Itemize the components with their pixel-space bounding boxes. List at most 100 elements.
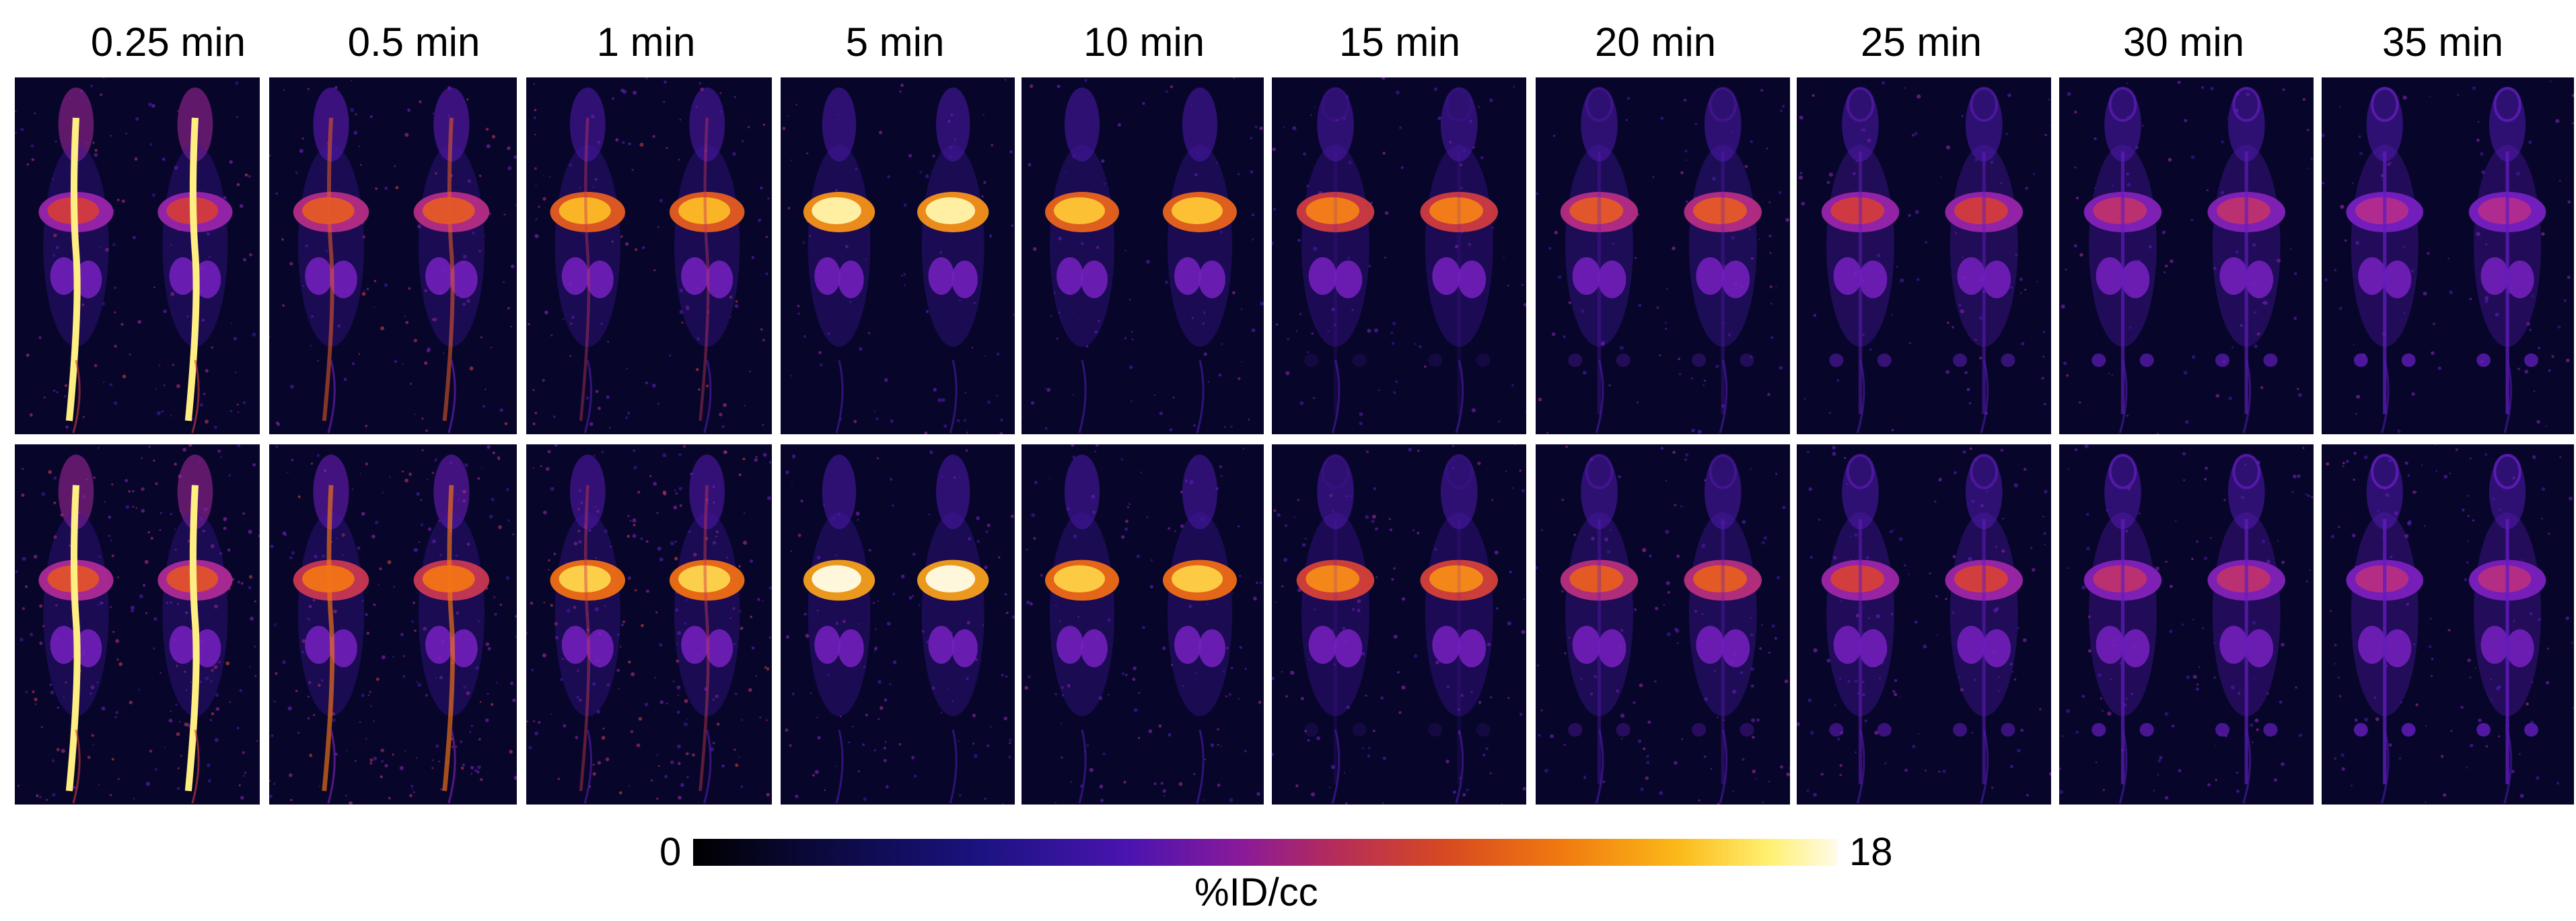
head-region (1704, 88, 1742, 162)
noise-speck (1759, 647, 1762, 650)
noise-speck (443, 352, 445, 354)
noise-speck (55, 140, 57, 143)
noise-speck (30, 144, 34, 147)
noise-speck (982, 623, 985, 626)
noise-speck (698, 388, 701, 391)
noise-speck (151, 104, 155, 108)
noise-speck (180, 755, 182, 757)
noise-speck (2449, 472, 2452, 475)
tail (191, 729, 200, 804)
vessel-streak (579, 117, 591, 421)
noise-speck (466, 691, 470, 695)
noise-speck (366, 287, 369, 291)
noise-speck (1812, 94, 1815, 97)
noise-speck (675, 608, 679, 612)
noise-speck (1375, 576, 1378, 578)
noise-speck (1740, 671, 1744, 674)
noise-speck (345, 749, 348, 752)
noise-speck (632, 518, 637, 523)
noise-speck (2191, 355, 2196, 359)
noise-speck (762, 339, 765, 342)
noise-speck (30, 633, 34, 636)
noise-speck (2032, 172, 2036, 176)
noise-speck (424, 289, 427, 292)
noise-speck (2196, 540, 2198, 543)
noise-speck (762, 600, 764, 602)
noise-speck (1138, 691, 1141, 694)
noise-speck (848, 741, 850, 743)
noise-speck (2170, 584, 2173, 588)
noise-speck (2433, 322, 2435, 325)
noise-speck (1012, 314, 1015, 316)
noise-speck (731, 151, 736, 156)
noise-speck (1507, 621, 1511, 625)
noise-speck (137, 320, 141, 324)
noise-speck (1703, 755, 1707, 758)
noise-speck (858, 623, 860, 625)
noise-speck (1057, 337, 1059, 340)
noise-speck (2309, 570, 2311, 572)
noise-speck (795, 794, 799, 798)
noise-speck (676, 685, 681, 689)
noise-speck (1917, 94, 1921, 99)
noise-speck (1903, 564, 1906, 567)
noise-speck (1942, 770, 1946, 774)
noise-speck (2281, 762, 2285, 766)
noise-speck (2429, 96, 2431, 98)
noise-speck (1004, 592, 1007, 596)
body-region (921, 512, 985, 716)
noise-speck (1958, 677, 1961, 679)
noise-speck (1081, 242, 1084, 246)
noise-speck (480, 467, 482, 469)
noise-speck (2156, 433, 2159, 434)
noise-speck (1254, 125, 1258, 129)
noise-speck (1220, 745, 1222, 747)
noise-speck (1397, 671, 1400, 674)
noise-speck (604, 529, 608, 533)
noise-speck (1704, 697, 1708, 702)
noise-speck (34, 697, 38, 702)
noise-speck (2311, 496, 2314, 498)
noise-speck (2213, 676, 2216, 679)
noise-speck (98, 447, 100, 449)
noise-speck (1524, 303, 1526, 307)
noise-speck (659, 643, 663, 647)
noise-speck (876, 457, 879, 460)
noise-speck (1564, 652, 1567, 654)
noise-speck (890, 419, 894, 423)
noise-speck (563, 724, 567, 728)
organ-lower-left (1696, 625, 1725, 664)
organ-lower-right (1859, 261, 1888, 298)
noise-speck (289, 555, 293, 559)
tail (448, 360, 456, 434)
noise-speck (2266, 692, 2269, 695)
noise-speck (1158, 724, 1162, 728)
noise-speck (379, 567, 382, 571)
noise-speck (53, 233, 57, 238)
noise-speck (676, 710, 680, 714)
organ-lower-right (2505, 261, 2534, 298)
noise-speck (526, 720, 528, 722)
noise-speck (1398, 711, 1402, 714)
skull (2370, 454, 2399, 489)
noise-speck (213, 604, 218, 609)
noise-speck (1799, 171, 1803, 175)
noise-speck (585, 627, 590, 632)
noise-speck (492, 451, 495, 454)
noise-speck (141, 457, 143, 459)
noise-speck (1367, 747, 1371, 750)
noise-speck (1642, 548, 1647, 553)
noise-speck (1964, 371, 1968, 374)
noise-speck (2484, 296, 2489, 300)
noise-speck (2165, 560, 2168, 564)
noise-speck (155, 388, 157, 390)
liver-core (2093, 197, 2147, 224)
noise-speck (765, 236, 768, 238)
noise-speck (550, 487, 554, 491)
noise-speck (2235, 250, 2240, 254)
noise-speck (1333, 663, 1336, 666)
noise-speck (1561, 498, 1565, 502)
tail (2118, 360, 2128, 434)
noise-speck (1892, 690, 1896, 693)
time-labels: 0.25 min 0.5 min 1 min 5 min 10 min 15 m… (0, 0, 2576, 74)
